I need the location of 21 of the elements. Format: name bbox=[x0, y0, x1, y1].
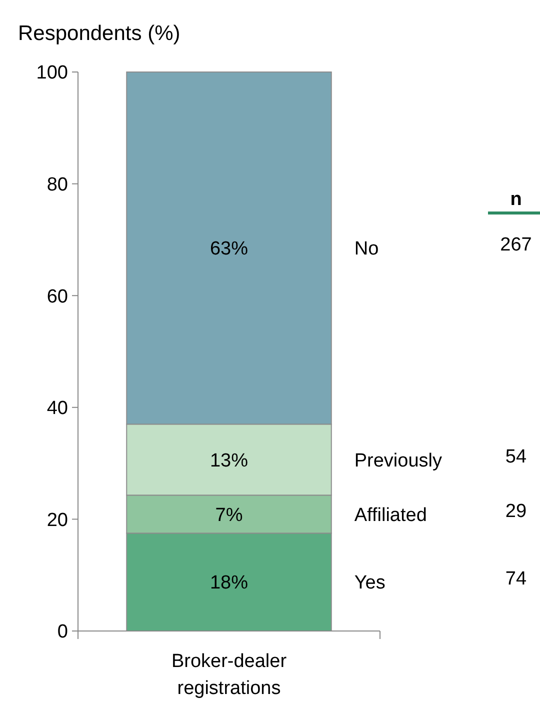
series-label: Affiliated bbox=[354, 504, 427, 526]
text: 74 bbox=[505, 568, 527, 590]
data-label: 13% bbox=[210, 450, 248, 472]
data-label: 63% bbox=[210, 238, 248, 260]
y-tick-label: 0 bbox=[57, 622, 68, 643]
series-label: Yes bbox=[354, 572, 386, 594]
series-label: Previously bbox=[354, 450, 443, 472]
y-tick-label: 60 bbox=[46, 286, 68, 308]
y-tick-label: 100 bbox=[36, 62, 68, 84]
data-label: 7% bbox=[215, 504, 243, 526]
y-axis-title: Respondents (%) bbox=[18, 22, 180, 45]
y-tick-label: 80 bbox=[46, 174, 68, 196]
data-label: 18% bbox=[210, 572, 248, 594]
text: 29 bbox=[505, 500, 527, 522]
y-tick-label: 20 bbox=[46, 510, 68, 531]
text: 54 bbox=[505, 446, 527, 468]
series-label: No bbox=[354, 238, 379, 260]
y-tick-label: 40 bbox=[46, 398, 68, 420]
text: 267 bbox=[500, 234, 532, 256]
x-tick-label: Broker-dealer registrations bbox=[171, 651, 288, 699]
text: n bbox=[510, 189, 522, 210]
